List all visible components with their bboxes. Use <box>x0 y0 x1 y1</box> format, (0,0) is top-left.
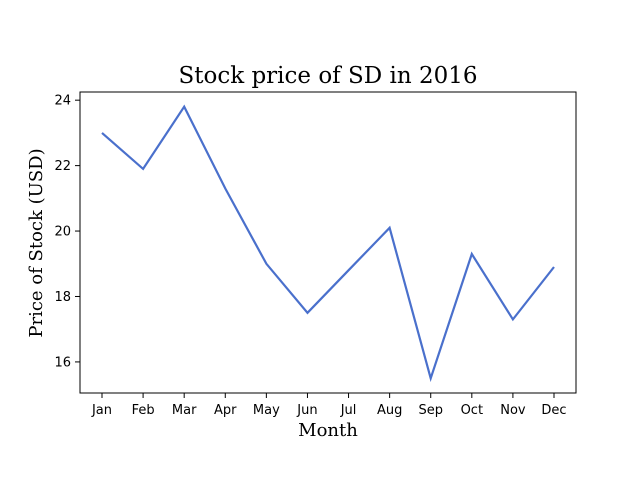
x-tick-label-may: May <box>253 403 280 418</box>
plot-frame <box>79 91 577 394</box>
x-tick-label-aug: Aug <box>377 403 402 418</box>
chart-title: Stock price of SD in 2016 <box>178 63 477 89</box>
y-tick-label-16: 16 <box>54 355 71 370</box>
series-line-0 <box>101 104 555 383</box>
x-tick-label-jan: Jan <box>91 403 112 418</box>
x-tick-label-sep: Sep <box>418 403 443 418</box>
x-tick-label-mar: Mar <box>172 403 197 418</box>
y-tick-label-22: 22 <box>54 159 71 174</box>
x-tick-label-jun: Jun <box>296 403 317 418</box>
x-tick-label-dec: Dec <box>541 403 566 418</box>
x-tick-label-jul: Jul <box>340 403 357 418</box>
y-tick-label-18: 18 <box>54 290 71 305</box>
x-tick-label-nov: Nov <box>500 403 526 418</box>
x-axis-label: Month <box>298 420 358 441</box>
y-tick-label-20: 20 <box>54 225 71 240</box>
x-tick-label-oct: Oct <box>461 403 483 418</box>
x-tick-label-feb: Feb <box>132 403 155 418</box>
y-tick-label-24: 24 <box>54 94 71 109</box>
plot-area: Jan Feb Mar Apr May Jun Jul Aug Sep Oct Nov Dec 16 18… <box>54 91 577 418</box>
y-axis-label: Price of Stock (USD) <box>26 148 47 337</box>
x-tick-label-apr: Apr <box>214 403 237 418</box>
